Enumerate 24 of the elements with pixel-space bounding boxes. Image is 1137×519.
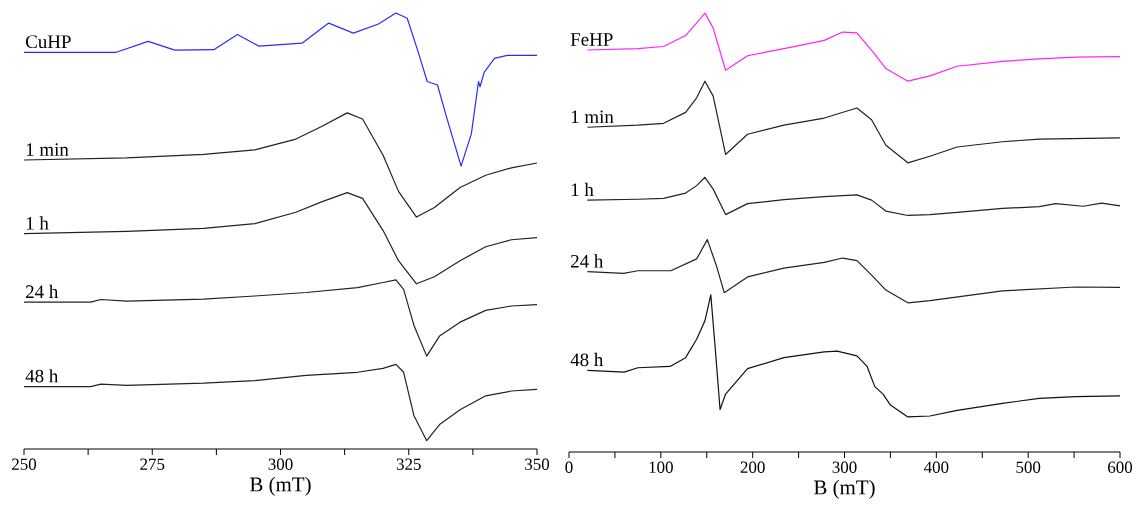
series-label: 1 h <box>571 182 594 196</box>
x-tick-label: 400 <box>923 461 949 473</box>
x-tick-label: 325 <box>396 458 421 470</box>
x-tick-label: 500 <box>1016 461 1041 473</box>
x-tick-label: 300 <box>268 458 293 470</box>
x-tick-label: 100 <box>649 461 673 473</box>
series-label: 24 h <box>571 254 604 268</box>
series-label: 1 min <box>571 110 614 124</box>
x-tick-label: 275 <box>140 458 165 470</box>
x-tick-label: 300 <box>832 461 857 473</box>
series-label: 24 h <box>26 284 59 298</box>
x-tick-label: 0 <box>565 461 573 473</box>
series-label: CuHP <box>25 35 71 49</box>
x-tick-label: 250 <box>12 458 37 470</box>
x-axis-title: B (mT) <box>814 479 875 499</box>
series-label: 1 min <box>26 143 69 156</box>
series-label: 1 h <box>26 216 49 230</box>
x-tick-label: 350 <box>525 458 550 470</box>
x-axis-title: B (mT) <box>250 476 311 496</box>
series-label: FeHP <box>570 33 613 46</box>
series-label: 48 h <box>570 352 604 367</box>
x-tick-label: 600 <box>1108 461 1133 473</box>
series-label: 48 h <box>25 369 59 383</box>
x-tick-label: 200 <box>740 461 765 473</box>
